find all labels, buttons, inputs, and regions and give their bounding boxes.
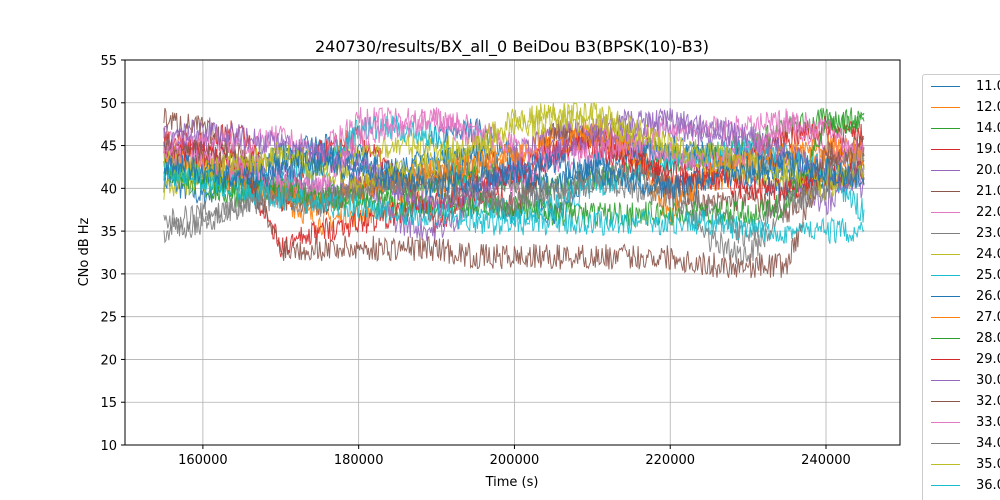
y-tick-label: 20 bbox=[100, 353, 117, 368]
y-tick-label: 10 bbox=[100, 439, 117, 454]
y-tick-label: 35 bbox=[100, 225, 117, 240]
legend-label: 23.0 bbox=[976, 225, 1000, 241]
legend-label: 26.0 bbox=[976, 288, 1000, 304]
legend-label: 21.0 bbox=[976, 183, 1000, 199]
series-line-37.0 bbox=[163, 150, 865, 200]
legend-swatch bbox=[931, 127, 960, 129]
legend-item: 23.0 bbox=[931, 223, 1000, 243]
legend-item: 34.0 bbox=[931, 433, 1000, 453]
y-tick-label: 45 bbox=[100, 140, 117, 155]
legend-swatch bbox=[931, 295, 960, 297]
series-line-36.0 bbox=[163, 162, 865, 244]
legend-label: 33.0 bbox=[976, 414, 1000, 430]
series-line-32.0 bbox=[163, 133, 865, 279]
legend-swatch bbox=[931, 421, 960, 423]
legend-swatch bbox=[931, 463, 960, 465]
legend-swatch bbox=[931, 106, 960, 108]
legend-swatch bbox=[931, 253, 960, 255]
y-tick-label: 15 bbox=[100, 396, 117, 411]
legend-item: 22.0 bbox=[931, 202, 1000, 222]
legend-swatch bbox=[931, 169, 960, 171]
legend-swatch bbox=[931, 148, 960, 150]
legend-label: 34.0 bbox=[976, 435, 1000, 451]
legend-label: 35.0 bbox=[976, 456, 1000, 472]
legend-item: 20.0 bbox=[931, 160, 1000, 180]
legend-label: 32.0 bbox=[976, 393, 1000, 409]
series-line-33.0 bbox=[163, 107, 865, 197]
legend-label: 14.0 bbox=[976, 120, 1000, 136]
legend-swatch bbox=[931, 85, 960, 87]
legend-item: 19.0 bbox=[931, 139, 1000, 159]
x-axis-label: Time (s) bbox=[485, 475, 539, 490]
y-tick-label: 50 bbox=[100, 97, 117, 112]
legend-swatch bbox=[931, 232, 960, 234]
legend-item: 21.0 bbox=[931, 181, 1000, 201]
legend-swatch bbox=[931, 211, 960, 213]
legend-label: 36.0 bbox=[976, 477, 1000, 493]
y-axis-label: CNo dB Hz bbox=[77, 217, 92, 286]
legend-item: 27.0 bbox=[931, 307, 1000, 327]
legend-label: 27.0 bbox=[976, 309, 1000, 325]
legend-label: 29.0 bbox=[976, 351, 1000, 367]
legend-swatch bbox=[931, 442, 960, 444]
legend-item: 12.0 bbox=[931, 97, 1000, 117]
legend-label: 19.0 bbox=[976, 141, 1000, 157]
legend-item: 24.0 bbox=[931, 244, 1000, 264]
x-tick-label: 220000 bbox=[645, 453, 695, 468]
legend-swatch bbox=[931, 316, 960, 318]
legend-label: 30.0 bbox=[976, 372, 1000, 388]
legend-item: 36.0 bbox=[931, 475, 1000, 495]
legend-item: 33.0 bbox=[931, 412, 1000, 432]
series-line-28.0 bbox=[163, 110, 865, 229]
legend-swatch bbox=[931, 274, 960, 276]
legend-swatch bbox=[931, 358, 960, 360]
legend-swatch bbox=[931, 337, 960, 339]
legend-item: 14.0 bbox=[931, 118, 1000, 138]
legend-label: 12.0 bbox=[976, 99, 1000, 115]
legend: 11.0 12.0 14.0 19.0 20.0 21.0 22.0 23.0 24.0 25.0… bbox=[922, 74, 1000, 500]
x-tick-label: 200000 bbox=[490, 453, 540, 468]
legend-swatch bbox=[931, 190, 960, 192]
legend-swatch bbox=[931, 400, 960, 402]
x-tick-label: 240000 bbox=[801, 453, 851, 468]
legend-swatch bbox=[931, 379, 960, 381]
legend-label: 37.0 bbox=[976, 499, 1000, 500]
legend-item: 37.0 bbox=[931, 496, 1000, 500]
y-tick-label: 30 bbox=[100, 268, 117, 283]
legend-item: 35.0 bbox=[931, 454, 1000, 474]
legend-item: 28.0 bbox=[931, 328, 1000, 348]
y-tick-label: 40 bbox=[100, 182, 117, 197]
series-line-30.0 bbox=[163, 107, 865, 216]
legend-item: 11.0 bbox=[931, 76, 1000, 96]
legend-item: 25.0 bbox=[931, 265, 1000, 285]
chart-title: 240730/results/BX_all_0 BeiDou B3(BPSK(1… bbox=[315, 37, 709, 57]
plot-frame bbox=[124, 59, 901, 446]
legend-item: 30.0 bbox=[931, 370, 1000, 390]
legend-label: 20.0 bbox=[976, 162, 1000, 178]
legend-label: 28.0 bbox=[976, 330, 1000, 346]
legend-item: 32.0 bbox=[931, 391, 1000, 411]
x-tick-label: 160000 bbox=[178, 453, 228, 468]
legend-label: 22.0 bbox=[976, 204, 1000, 220]
legend-label: 11.0 bbox=[976, 78, 1000, 94]
legend-item: 26.0 bbox=[931, 286, 1000, 306]
y-tick-label: 55 bbox=[100, 54, 117, 69]
legend-swatch bbox=[931, 484, 960, 486]
y-tick-label: 25 bbox=[100, 311, 117, 326]
legend-item: 29.0 bbox=[931, 349, 1000, 369]
legend-label: 25.0 bbox=[976, 267, 1000, 283]
legend-label: 24.0 bbox=[976, 246, 1000, 262]
x-tick-label: 180000 bbox=[334, 453, 384, 468]
